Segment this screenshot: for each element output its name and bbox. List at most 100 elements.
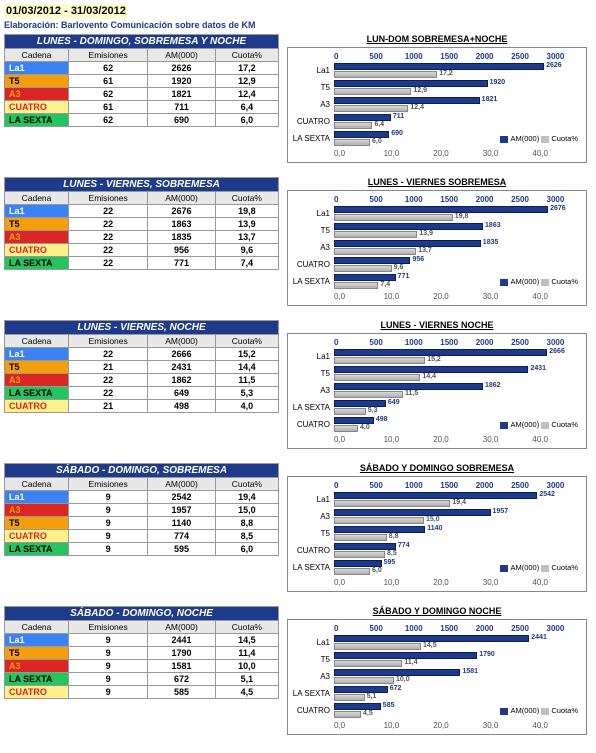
- cell-cuota: 15,0: [215, 504, 278, 517]
- cell-channel: T5: [5, 218, 69, 231]
- cuota-bar: [334, 88, 411, 95]
- table-row: La19254219,4: [5, 491, 279, 504]
- chart-legend: AM(000) Cuota%: [498, 562, 580, 573]
- cuota-bar: [334, 660, 402, 667]
- col-emisiones: Emisiones: [69, 478, 148, 491]
- am-value: 1863: [485, 222, 501, 229]
- am-value: 771: [398, 273, 410, 280]
- am-bar: [334, 703, 381, 710]
- am-value: 2626: [546, 62, 562, 69]
- cell-am: 2666: [148, 348, 215, 361]
- col-cadena: Cadena: [5, 621, 69, 634]
- bar-label: LA SEXTA: [290, 400, 330, 416]
- table-row: A322186211,5: [5, 374, 279, 387]
- col-am: AM(000): [148, 192, 215, 205]
- cell-emisiones: 9: [69, 673, 148, 686]
- chart-legend: AM(000) Cuota%: [498, 419, 580, 430]
- table-row: T59179011,4: [5, 647, 279, 660]
- table-side: LUNES - VIERNES, SOBREMESACadenaEmisione…: [4, 177, 279, 270]
- bar-label: LA SEXTA: [290, 274, 330, 290]
- cuota-value: 12,4: [410, 104, 424, 111]
- legend-cuota: Cuota%: [551, 134, 578, 143]
- cuota-value: 15,0: [426, 516, 440, 523]
- col-am: AM(000): [148, 335, 215, 348]
- table-row: T561192012,9: [5, 75, 279, 88]
- cell-emisiones: 9: [69, 686, 148, 699]
- table-title: SÁBADO - DOMINGO, SOBREMESA: [5, 464, 279, 478]
- cell-am: 1821: [148, 88, 215, 101]
- cell-am: 1581: [148, 660, 215, 673]
- bar-row: La1244114,5: [334, 635, 582, 651]
- cuota-value: 17,2: [439, 70, 453, 77]
- bar-label: LA SEXTA: [290, 686, 330, 702]
- cell-emisiones: 22: [69, 387, 148, 400]
- cell-am: 771: [148, 257, 215, 270]
- table-row: T522186313,9: [5, 218, 279, 231]
- table-row: La122266615,2: [5, 348, 279, 361]
- section: LUNES - VIERNES, SOBREMESACadenaEmisione…: [4, 177, 592, 306]
- cuota-value: 6,4: [374, 121, 384, 128]
- cell-channel: T5: [5, 361, 69, 374]
- bar-label: A3: [290, 669, 330, 685]
- table-row: LA SEXTA96725,1: [5, 673, 279, 686]
- col-emisiones: Emisiones: [69, 49, 148, 62]
- am-value: 595: [384, 559, 396, 566]
- cuota-value: 13,7: [418, 247, 432, 254]
- cell-channel: A3: [5, 231, 69, 244]
- cell-channel: La1: [5, 205, 69, 218]
- chart-title: LUNES - VIERNES NOCHE: [287, 320, 587, 330]
- table-side: LUNES - VIERNES, NOCHECadenaEmisionesAM(…: [4, 320, 279, 413]
- cuota-bar: [334, 711, 361, 718]
- bar-label: T5: [290, 80, 330, 96]
- elaboration-text: Elaboración: Barlovento Comunicación sob…: [4, 20, 592, 30]
- cell-channel: A3: [5, 88, 69, 101]
- am-value: 2431: [530, 365, 546, 372]
- data-table: LUNES - DOMINGO, SOBREMESA Y NOCHECadena…: [4, 34, 279, 127]
- bar-row: CUATRO7116,4: [334, 114, 582, 130]
- cuota-bar: [334, 391, 403, 398]
- am-value: 2666: [549, 348, 565, 355]
- cell-am: 2626: [148, 62, 215, 75]
- cell-cuota: 5,3: [215, 387, 278, 400]
- data-table: LUNES - VIERNES, NOCHECadenaEmisionesAM(…: [4, 320, 279, 413]
- am-bar: [334, 257, 410, 264]
- table-row: A39195715,0: [5, 504, 279, 517]
- cell-cuota: 11,4: [215, 647, 278, 660]
- table-title: SÁBADO - DOMINGO, NOCHE: [5, 607, 279, 621]
- bar-row: T511408,8: [334, 526, 582, 542]
- cuota-bar: [334, 282, 378, 289]
- cell-cuota: 11,5: [215, 374, 278, 387]
- table-row: LA SEXTA226495,3: [5, 387, 279, 400]
- table-title: LUNES - VIERNES, SOBREMESA: [5, 178, 279, 192]
- cuota-value: 4,5: [363, 710, 373, 717]
- cell-am: 649: [148, 387, 215, 400]
- legend-cuota: Cuota%: [551, 563, 578, 572]
- bar-row: A3158110,0: [334, 669, 582, 685]
- am-bar: [334, 97, 480, 104]
- am-value: 690: [391, 130, 403, 137]
- table-row: La19244114,5: [5, 634, 279, 647]
- cell-am: 956: [148, 244, 215, 257]
- section: LUNES - VIERNES, NOCHECadenaEmisionesAM(…: [4, 320, 592, 449]
- cuota-bar: [334, 71, 437, 78]
- section: SÁBADO - DOMINGO, NOCHECadenaEmisionesAM…: [4, 606, 592, 735]
- am-bar: [334, 240, 481, 247]
- cell-channel: La1: [5, 634, 69, 647]
- chart-title: SÁBADO Y DOMINGO NOCHE: [287, 606, 587, 616]
- cell-emisiones: 22: [69, 218, 148, 231]
- chart-side: SÁBADO Y DOMINGO NOCHE050010001500200025…: [287, 606, 587, 735]
- legend-am: AM(000): [510, 563, 539, 572]
- cuota-bar: [334, 425, 358, 432]
- cell-channel: LA SEXTA: [5, 257, 69, 270]
- chart-title: SÁBADO Y DOMINGO SOBREMESA: [287, 463, 587, 473]
- cuota-bar: [334, 551, 385, 558]
- am-value: 774: [398, 542, 410, 549]
- cuota-value: 15,2: [427, 356, 441, 363]
- data-table: SÁBADO - DOMINGO, NOCHECadenaEmisionesAM…: [4, 606, 279, 699]
- cell-emisiones: 62: [69, 114, 148, 127]
- cell-cuota: 15,2: [215, 348, 278, 361]
- bar-label: A3: [290, 240, 330, 256]
- data-table: SÁBADO - DOMINGO, SOBREMESACadenaEmision…: [4, 463, 279, 556]
- cell-cuota: 10,0: [215, 660, 278, 673]
- bar-row: LA SEXTA6725,1: [334, 686, 582, 702]
